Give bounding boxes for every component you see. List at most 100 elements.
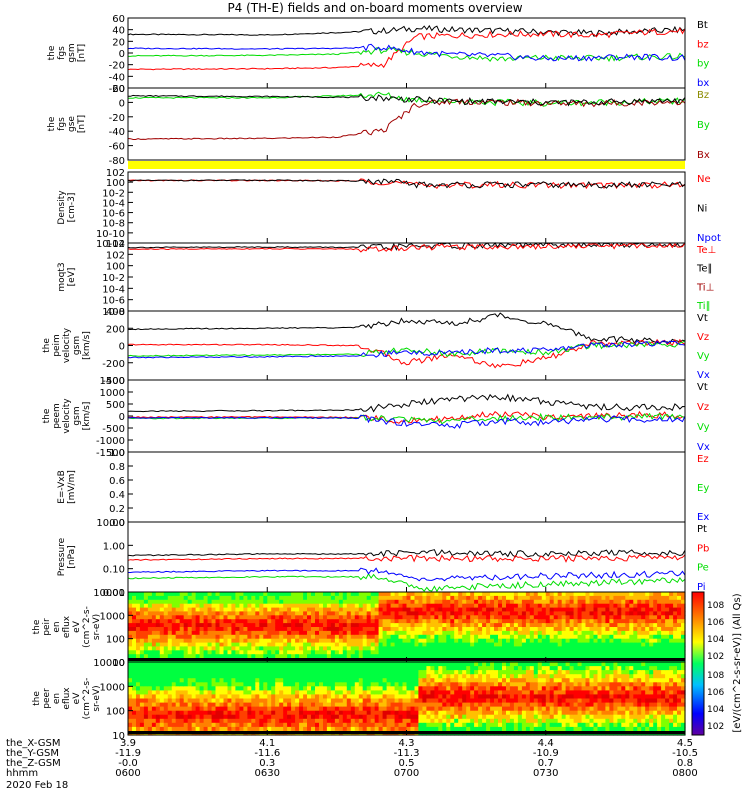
spectrogram-cell bbox=[255, 702, 260, 708]
spectrogram-cell bbox=[311, 623, 316, 628]
spectrogram-cell bbox=[641, 619, 646, 624]
spectrogram-cell bbox=[597, 619, 603, 624]
spectrogram-cell bbox=[374, 630, 380, 636]
spectrogram-cell bbox=[139, 722, 145, 728]
spectrogram-cell bbox=[187, 619, 193, 624]
spectrogram-cell bbox=[151, 630, 157, 636]
spectrogram-cell bbox=[490, 710, 495, 716]
spectrogram-cell bbox=[661, 603, 666, 609]
spectrogram-cell bbox=[621, 603, 626, 609]
spectrogram-cell bbox=[295, 642, 300, 648]
spectrogram-cell bbox=[529, 690, 535, 696]
spectrogram-cell bbox=[462, 718, 467, 724]
spectrogram-cell bbox=[537, 615, 543, 620]
spectrogram-cell bbox=[482, 714, 487, 720]
spectrogram-cell bbox=[247, 702, 252, 708]
spectrogram-cell bbox=[215, 654, 221, 659]
spectrogram-cell bbox=[609, 670, 614, 675]
spectrogram-cell bbox=[346, 722, 352, 728]
spectrogram-cell bbox=[414, 642, 420, 648]
spectrogram-cell bbox=[525, 615, 531, 620]
spectrogram-cell bbox=[454, 702, 459, 708]
spectrogram-cell bbox=[255, 599, 260, 605]
spectrogram-cell bbox=[219, 686, 225, 691]
spectrogram-cell bbox=[434, 690, 439, 696]
y-tick-label: 0 bbox=[119, 49, 125, 60]
spectrogram-cell bbox=[219, 678, 225, 683]
spectrogram-cell bbox=[374, 603, 380, 609]
spectrogram-cell bbox=[442, 615, 447, 620]
spectrogram-cell bbox=[390, 623, 396, 628]
spectrogram-cell bbox=[565, 599, 571, 605]
spectrogram-cell bbox=[577, 694, 583, 700]
spectrogram-cell bbox=[577, 666, 583, 671]
spectrogram-cell bbox=[438, 690, 443, 696]
spectrogram-cell bbox=[561, 615, 567, 620]
spectrogram-cell bbox=[175, 690, 181, 696]
spectrogram-cell bbox=[342, 702, 348, 708]
spectrogram-cell bbox=[557, 638, 563, 644]
spectrogram-cell bbox=[629, 630, 634, 636]
spectrogram-cell bbox=[394, 611, 400, 616]
spectrogram-cell bbox=[565, 638, 571, 644]
spectrogram-cell bbox=[525, 674, 531, 679]
spectrogram-cell bbox=[593, 686, 599, 691]
y-tick-label: 1.0 bbox=[109, 448, 125, 459]
spectrogram-cell bbox=[498, 654, 503, 659]
spectrogram-cell bbox=[159, 690, 165, 696]
spectrogram-cell bbox=[323, 630, 328, 636]
spectrogram-cell bbox=[494, 654, 499, 659]
spectrogram-cell bbox=[211, 615, 217, 620]
spectrogram-cell bbox=[283, 603, 288, 609]
y-axis-label: the peim velocity gsm [km/s] bbox=[42, 327, 92, 363]
spectrogram-cell bbox=[597, 615, 603, 620]
spectrogram-cell bbox=[271, 650, 276, 655]
spectrogram-cell bbox=[291, 694, 296, 700]
spectrogram-cell bbox=[326, 698, 332, 704]
spectrogram-cell bbox=[506, 722, 511, 728]
panel-frame bbox=[127, 87, 686, 161]
spectrogram-cell bbox=[275, 611, 280, 616]
spectrogram-cell bbox=[593, 595, 599, 601]
spectrogram-cell bbox=[271, 706, 276, 712]
spectrogram-cell bbox=[609, 627, 614, 632]
spectrogram-cell bbox=[350, 603, 356, 609]
spectrogram-cell bbox=[446, 646, 451, 651]
spectrogram-cell bbox=[171, 718, 177, 724]
spectrogram-cell bbox=[128, 706, 133, 712]
spectrogram-cell bbox=[577, 642, 583, 648]
spectrogram-cell bbox=[239, 698, 244, 704]
spectrogram-cell bbox=[330, 654, 336, 659]
spectrogram-cell bbox=[593, 654, 599, 659]
spectrogram-cell bbox=[227, 638, 233, 644]
spectrogram-cell bbox=[474, 710, 479, 716]
spectrogram-cell bbox=[410, 592, 416, 597]
spectrogram-cell bbox=[275, 694, 280, 700]
spectrogram-cell bbox=[605, 698, 610, 704]
spectrogram-cell bbox=[669, 650, 674, 655]
spectrogram-cell bbox=[410, 619, 416, 624]
spectrogram-cell bbox=[370, 718, 376, 724]
spectrogram-cell bbox=[183, 722, 189, 728]
spectrogram-cell bbox=[386, 702, 392, 708]
spectrogram-cell bbox=[143, 702, 149, 708]
spectrogram-cell bbox=[454, 682, 459, 687]
spectrogram-cell bbox=[521, 714, 527, 720]
spectrogram-cell bbox=[147, 678, 153, 683]
spectrogram-cell bbox=[653, 599, 658, 605]
spectrogram-cell bbox=[557, 634, 563, 640]
spectrogram-cell bbox=[342, 611, 348, 616]
spectrogram-cell bbox=[521, 682, 527, 687]
spectrogram-cell bbox=[553, 595, 559, 601]
spectrogram-cell bbox=[490, 682, 495, 687]
spectrogram-cell bbox=[147, 666, 153, 671]
spectrogram-cell bbox=[259, 595, 264, 601]
spectrogram-cell bbox=[287, 607, 292, 613]
spectrogram-cell bbox=[346, 706, 352, 712]
spectrogram-cell bbox=[478, 627, 483, 632]
spectrogram-cell bbox=[287, 627, 292, 632]
spectrogram-cell bbox=[187, 642, 193, 648]
spectrogram-cell bbox=[498, 694, 503, 700]
spectrogram-cell bbox=[143, 678, 149, 683]
